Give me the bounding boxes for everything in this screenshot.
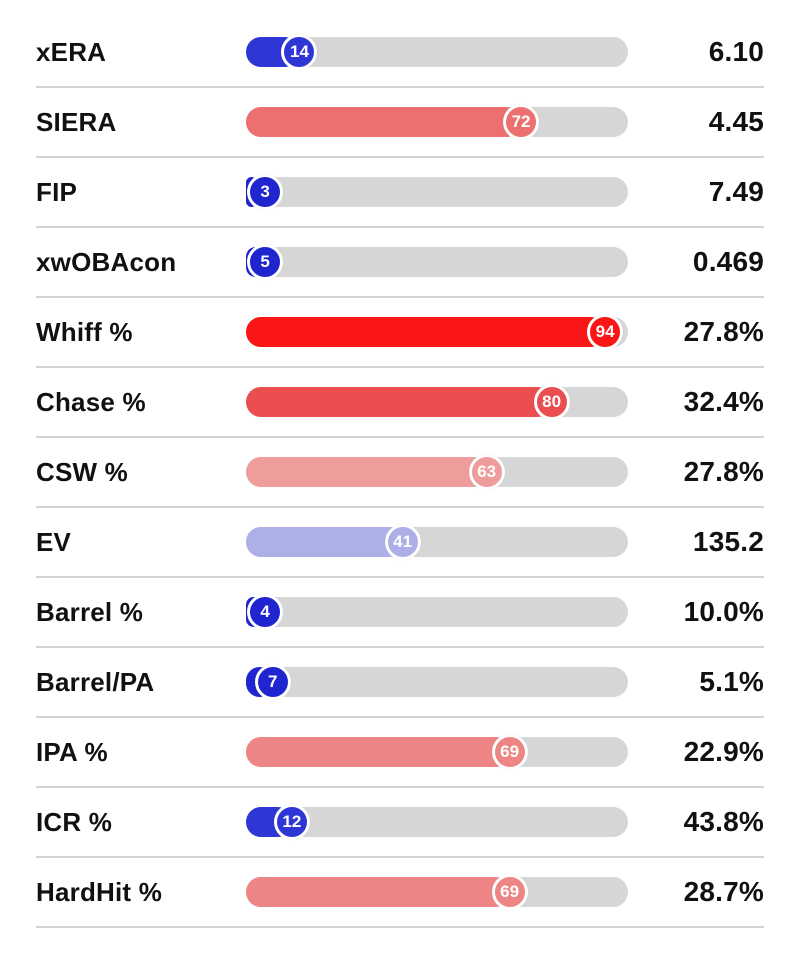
bar-fill [246, 107, 521, 137]
metric-value: 0.469 [644, 246, 764, 278]
metric-value: 10.0% [644, 596, 764, 628]
bar-fill [246, 737, 510, 767]
bar-track [246, 597, 628, 627]
bar-fill [246, 457, 487, 487]
percentile-bubble: 94 [587, 314, 623, 350]
metric-row: FIP3 7.49 [36, 158, 764, 228]
percentile-bar: 63 [246, 457, 628, 487]
percentile-bubble: 72 [503, 104, 539, 140]
percentile-table: xERA 14 6.10 SIERA 72 4.45 FIP3 7.49 xwOBAcon5 0.… [0, 0, 800, 956]
percentile-bubble: 63 [469, 454, 505, 490]
metric-row: ICR % 12 43.8% [36, 788, 764, 858]
metric-value: 27.8% [644, 316, 764, 348]
metric-value: 22.9% [644, 736, 764, 768]
metric-row: xwOBAcon5 0.469 [36, 228, 764, 298]
metric-label: Barrel % [36, 597, 246, 628]
percentile-bar: 3 [246, 177, 628, 207]
metric-row: IPA % 69 22.9% [36, 718, 764, 788]
metric-label: Barrel/PA [36, 667, 246, 698]
percentile-bar: 72 [246, 107, 628, 137]
metric-label: IPA % [36, 737, 246, 768]
percentile-bar: 69 [246, 877, 628, 907]
metric-value: 4.45 [644, 106, 764, 138]
percentile-bar: 94 [246, 317, 628, 347]
metric-row: Barrel %4 10.0% [36, 578, 764, 648]
metric-value: 5.1% [644, 666, 764, 698]
percentile-bar: 14 [246, 37, 628, 67]
metric-label: EV [36, 527, 246, 558]
metric-row: SIERA 72 4.45 [36, 88, 764, 158]
percentile-bubble: 3 [247, 174, 283, 210]
metric-value: 135.2 [644, 526, 764, 558]
percentile-bubble: 4 [247, 594, 283, 630]
metric-value: 32.4% [644, 386, 764, 418]
metric-value: 28.7% [644, 876, 764, 908]
percentile-bubble: 69 [492, 734, 528, 770]
bar-track [246, 177, 628, 207]
metric-label: xERA [36, 37, 246, 68]
percentile-bubble: 12 [274, 804, 310, 840]
metric-label: Whiff % [36, 317, 246, 348]
bar-fill [246, 877, 510, 907]
metric-label: ICR % [36, 807, 246, 838]
metric-row: Whiff % 94 27.8% [36, 298, 764, 368]
percentile-bar: 4 [246, 597, 628, 627]
percentile-bubble: 41 [385, 524, 421, 560]
bar-track [246, 667, 628, 697]
percentile-bar: 5 [246, 247, 628, 277]
metric-value: 6.10 [644, 36, 764, 68]
metric-label: SIERA [36, 107, 246, 138]
bar-track [246, 247, 628, 277]
metric-label: CSW % [36, 457, 246, 488]
metric-value: 27.8% [644, 456, 764, 488]
percentile-bubble: 80 [534, 384, 570, 420]
percentile-bubble: 69 [492, 874, 528, 910]
percentile-bar: 41 [246, 527, 628, 557]
metric-label: FIP [36, 177, 246, 208]
percentile-bubble: 7 [255, 664, 291, 700]
metric-row: Chase % 80 32.4% [36, 368, 764, 438]
bar-fill [246, 527, 403, 557]
bar-fill [246, 317, 605, 347]
percentile-bar: 7 [246, 667, 628, 697]
metric-value: 43.8% [644, 806, 764, 838]
percentile-bar: 69 [246, 737, 628, 767]
percentile-bar: 80 [246, 387, 628, 417]
metric-label: Chase % [36, 387, 246, 418]
metric-row: CSW % 63 27.8% [36, 438, 764, 508]
metric-value: 7.49 [644, 176, 764, 208]
metric-row: xERA 14 6.10 [36, 18, 764, 88]
bar-fill [246, 387, 552, 417]
metric-row: HardHit % 69 28.7% [36, 858, 764, 928]
percentile-bubble: 5 [247, 244, 283, 280]
percentile-bar: 12 [246, 807, 628, 837]
metric-row: EV 41 135.2 [36, 508, 764, 578]
metric-row: Barrel/PA 7 5.1% [36, 648, 764, 718]
metric-label: xwOBAcon [36, 247, 246, 278]
metric-label: HardHit % [36, 877, 246, 908]
percentile-bubble: 14 [281, 34, 317, 70]
